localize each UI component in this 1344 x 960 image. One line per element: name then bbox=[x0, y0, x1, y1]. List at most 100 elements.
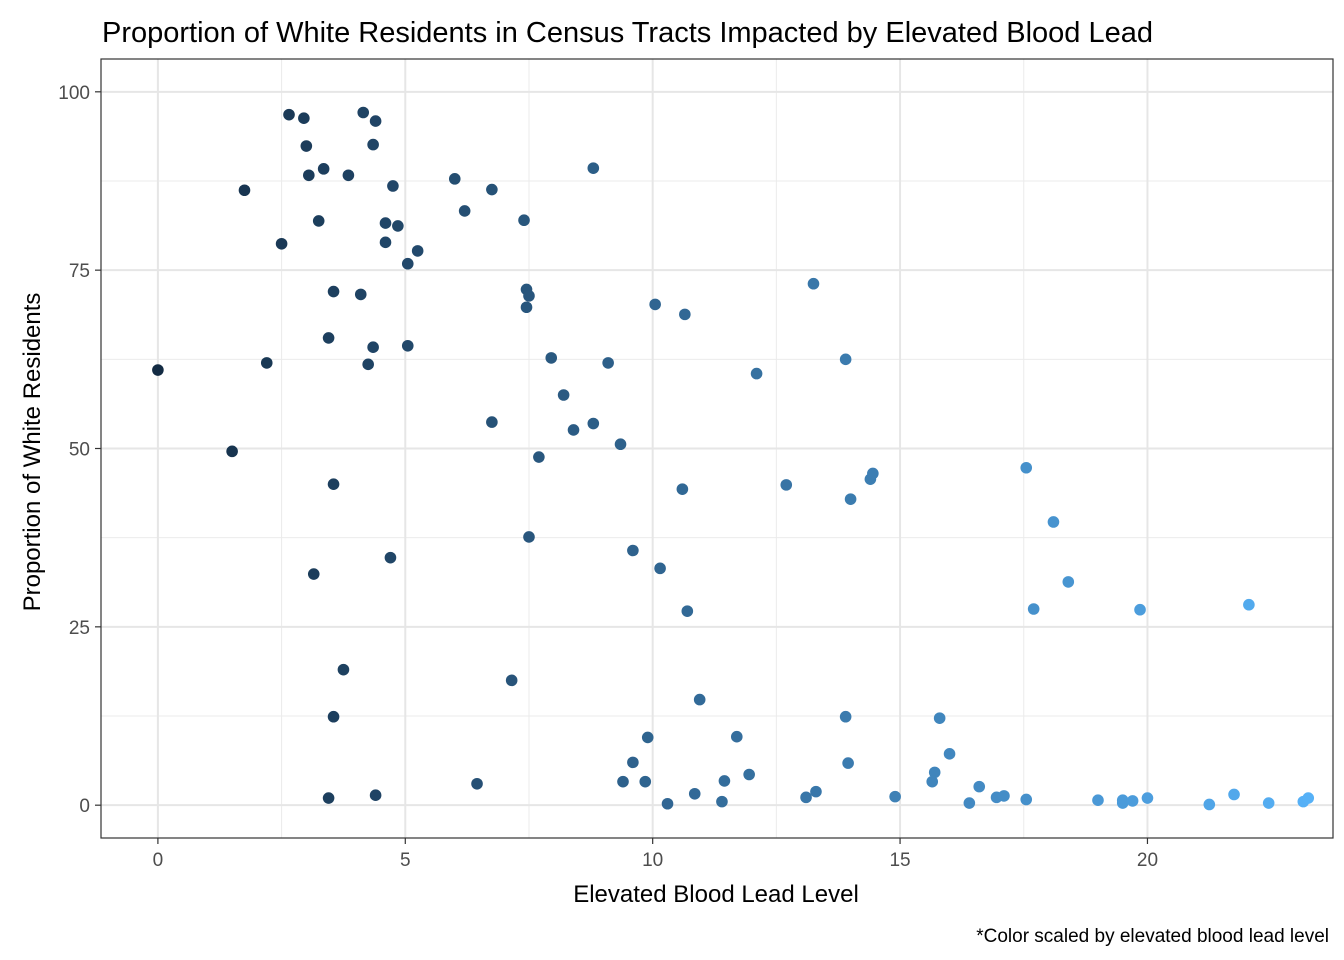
data-point bbox=[614, 438, 627, 451]
y-tick-label: 100 bbox=[58, 83, 90, 104]
data-point bbox=[226, 445, 238, 458]
data-point bbox=[411, 245, 424, 257]
data-point bbox=[928, 766, 941, 779]
data-point bbox=[1062, 576, 1075, 588]
data-point bbox=[617, 775, 629, 788]
data-point bbox=[523, 531, 535, 543]
data-point bbox=[307, 568, 320, 580]
data-point bbox=[639, 775, 652, 788]
data-point bbox=[807, 277, 820, 290]
data-point bbox=[545, 352, 558, 364]
data-point bbox=[1020, 793, 1033, 806]
data-point bbox=[322, 332, 335, 344]
data-point bbox=[505, 674, 518, 687]
data-point bbox=[688, 787, 701, 800]
data-point bbox=[518, 214, 530, 227]
data-point bbox=[327, 285, 340, 298]
y-axis-label: Proportion of White Residents bbox=[19, 293, 46, 612]
data-point bbox=[842, 757, 854, 769]
data-point bbox=[839, 353, 852, 366]
data-point bbox=[1116, 797, 1129, 809]
data-point bbox=[152, 364, 164, 376]
data-point bbox=[810, 785, 822, 798]
data-point bbox=[369, 789, 382, 801]
data-point bbox=[889, 790, 901, 803]
data-point bbox=[926, 775, 939, 788]
data-point bbox=[587, 417, 600, 430]
data-point bbox=[933, 712, 946, 724]
data-point bbox=[322, 792, 335, 804]
data-point bbox=[1203, 798, 1216, 811]
x-tick-label: 5 bbox=[400, 850, 411, 871]
data-point bbox=[676, 483, 689, 495]
data-point bbox=[1047, 516, 1060, 528]
data-point bbox=[384, 551, 397, 564]
data-point bbox=[963, 797, 976, 809]
data-point bbox=[520, 301, 533, 314]
data-point bbox=[367, 138, 379, 151]
x-tick-label: 0 bbox=[153, 850, 164, 871]
data-point bbox=[523, 290, 535, 302]
data-point bbox=[867, 467, 879, 480]
data-point bbox=[283, 108, 295, 121]
x-axis-label: Elevated Blood Lead Level bbox=[573, 881, 859, 908]
data-point bbox=[317, 163, 330, 175]
data-point bbox=[943, 748, 956, 760]
y-tick-label: 75 bbox=[69, 261, 90, 282]
data-point bbox=[448, 173, 461, 185]
data-point bbox=[303, 169, 315, 182]
data-point bbox=[275, 237, 288, 250]
data-point bbox=[681, 605, 694, 617]
data-point bbox=[458, 205, 471, 217]
data-point bbox=[627, 544, 639, 557]
data-point bbox=[1228, 788, 1240, 801]
data-point bbox=[557, 389, 570, 401]
data-point bbox=[1302, 792, 1315, 804]
data-point bbox=[602, 357, 614, 369]
data-point bbox=[533, 451, 545, 463]
data-point bbox=[679, 308, 691, 321]
data-point bbox=[486, 183, 498, 196]
data-point bbox=[354, 288, 367, 301]
data-point bbox=[693, 693, 706, 706]
data-point bbox=[401, 339, 414, 352]
x-tick-label: 15 bbox=[889, 850, 910, 871]
data-point bbox=[998, 790, 1010, 802]
data-point bbox=[1092, 794, 1104, 806]
data-point bbox=[567, 424, 580, 436]
data-point bbox=[716, 795, 728, 808]
y-tick-label: 0 bbox=[79, 796, 90, 817]
data-point bbox=[1020, 461, 1033, 474]
data-point bbox=[973, 780, 986, 793]
data-point bbox=[392, 220, 404, 232]
data-point bbox=[649, 298, 661, 311]
data-point bbox=[750, 367, 763, 380]
data-point bbox=[1134, 603, 1146, 616]
data-point bbox=[312, 215, 325, 227]
data-point bbox=[654, 562, 666, 575]
plot-panel: 0 5 10 15 20 0 25 50 75 100 bbox=[58, 58, 1334, 871]
data-point bbox=[743, 768, 755, 781]
data-point bbox=[327, 478, 340, 490]
chart-title: Proportion of White Residents in Census … bbox=[102, 17, 1153, 49]
data-point bbox=[1243, 598, 1255, 611]
x-tick-label: 20 bbox=[1137, 850, 1158, 871]
data-point bbox=[627, 756, 639, 769]
x-tick-label: 10 bbox=[642, 850, 663, 871]
chart-caption: *Color scaled by elevated blood lead lev… bbox=[976, 926, 1329, 947]
y-tick-label: 50 bbox=[69, 440, 90, 461]
data-point bbox=[800, 791, 812, 804]
data-point bbox=[661, 797, 674, 810]
data-point bbox=[1126, 795, 1139, 807]
data-point bbox=[844, 493, 857, 505]
data-point bbox=[337, 663, 350, 676]
data-point bbox=[780, 479, 793, 491]
data-point bbox=[238, 184, 251, 197]
data-point bbox=[260, 357, 273, 369]
data-point bbox=[1262, 797, 1275, 809]
data-point bbox=[839, 710, 852, 723]
data-point bbox=[401, 257, 414, 270]
data-point bbox=[362, 358, 374, 371]
data-point bbox=[641, 731, 654, 744]
